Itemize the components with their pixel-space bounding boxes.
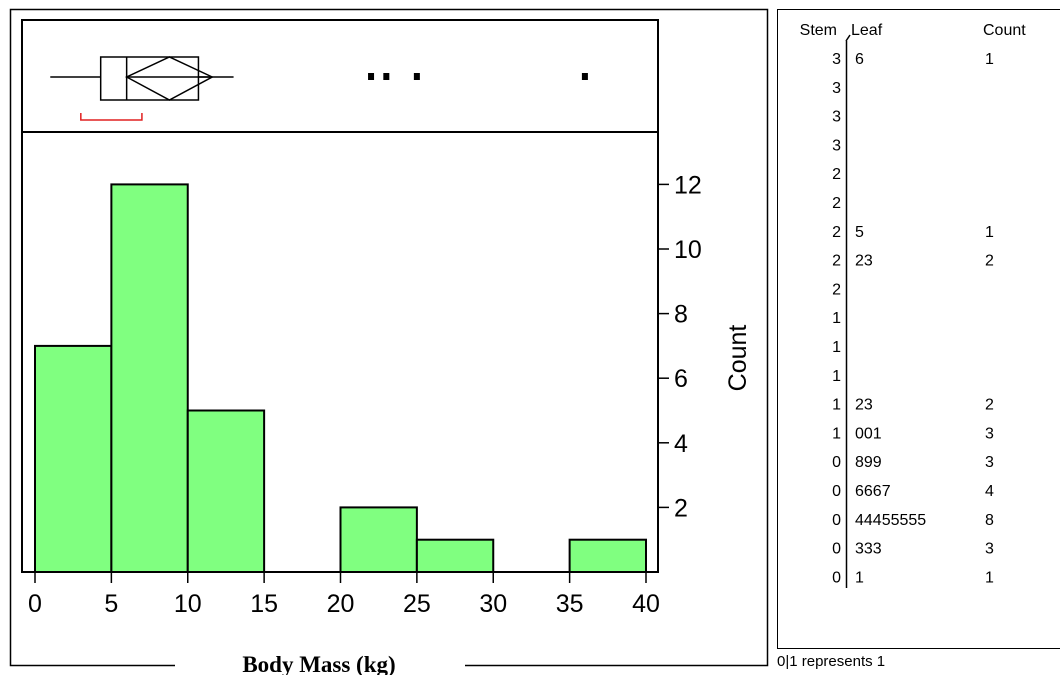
- stem-cell: 0: [832, 569, 841, 586]
- stem-cell: 1: [832, 425, 841, 442]
- stem-cell: 3: [832, 109, 841, 126]
- boxplot-outlier-25: [413, 73, 420, 80]
- stem-cell: 1: [832, 368, 841, 385]
- leaf-cell: 6667: [855, 483, 891, 500]
- y-tick-label-4: 4: [674, 430, 688, 458]
- x-axis-title-backdrop: [175, 652, 465, 675]
- stem-cell: 0: [832, 512, 841, 529]
- y-tick-label-12: 12: [674, 171, 702, 199]
- stem-cell: 1: [832, 339, 841, 356]
- leaf-cell: 1: [855, 569, 864, 586]
- stem-cell: 3: [832, 137, 841, 154]
- count-cell: 2: [985, 397, 994, 414]
- histogram-bar-5-10: [110, 183, 189, 573]
- x-tick-label-0: 0: [28, 590, 42, 618]
- leaf-cell: 333: [855, 541, 882, 558]
- stem-cell: 1: [832, 397, 841, 414]
- boxplot-outlier-36: [581, 73, 588, 80]
- histogram-bar-35-40: [568, 538, 647, 574]
- leaf-cell: 23: [855, 253, 873, 270]
- count-cell: 3: [985, 425, 994, 442]
- stem-cell: 2: [832, 166, 841, 183]
- x-tick-label-30: 30: [479, 590, 507, 618]
- count-cell: 3: [985, 541, 994, 558]
- boxplot-shortest-half-bracket: [80, 113, 143, 121]
- leaf-cell: 5: [855, 224, 864, 241]
- boxplot-outlier-22: [368, 73, 375, 80]
- leaf-cell: 899: [855, 454, 882, 471]
- stem-cell: 1: [832, 310, 841, 327]
- stem-cell: 3: [832, 51, 841, 68]
- bars-layer: [34, 183, 647, 574]
- x-tick-label-35: 35: [556, 590, 584, 618]
- x-axis-title: Body Mass (kg): [242, 652, 395, 675]
- leaf-cell: 001: [855, 425, 882, 442]
- leaf-cell: 6: [855, 51, 864, 68]
- count-header: Count: [983, 22, 1026, 39]
- leaf-cell: 44455555: [855, 512, 926, 529]
- stem-cell: 0: [832, 541, 841, 558]
- leaf-header: Leaf: [851, 22, 883, 39]
- x-tick-label-25: 25: [403, 590, 431, 618]
- stem-and-leaf-panel: Stem Leaf Count 3 6 1 3 3 3 2 2 2 5 1 2 23 2 2 1 1 1 1 23 2 1…: [777, 9, 1060, 649]
- stem-cell: 0: [832, 483, 841, 500]
- y-tick-label-2: 2: [674, 494, 688, 522]
- count-cell: 1: [985, 51, 994, 68]
- stem-cell: 0: [832, 454, 841, 471]
- histogram-bar-10-15: [186, 409, 266, 573]
- histogram-bar-25-30: [415, 538, 495, 574]
- stem-leaf-divider-tick: [845, 34, 851, 42]
- y-tick-label-10: 10: [674, 236, 702, 264]
- y-tick-label-6: 6: [674, 365, 688, 393]
- y-axis: 2 4 6 8 10 12: [658, 171, 702, 522]
- x-tick-label-10: 10: [174, 590, 202, 618]
- histogram-bar-20-25: [339, 506, 418, 573]
- stem-cell: 2: [832, 195, 841, 212]
- stem-cell: 2: [832, 224, 841, 241]
- boxplot-box: [99, 56, 200, 101]
- count-cell: 8: [985, 512, 994, 529]
- stem-header: Stem: [800, 22, 837, 39]
- stem-cell: 2: [832, 281, 841, 298]
- stem-leaf-footnote: 0|1 represents 1: [777, 653, 886, 670]
- leaf-cell: 23: [855, 397, 873, 414]
- x-tick-label-40: 40: [632, 590, 660, 618]
- x-axis: 0 5 10 15 20 25 30 35 40: [28, 572, 660, 618]
- x-tick-label-20: 20: [327, 590, 355, 618]
- count-cell: 2: [985, 253, 994, 270]
- boxplot: [50, 56, 588, 121]
- boxplot-outlier-23: [383, 73, 390, 80]
- boxplot-mean-diamond: [124, 56, 214, 101]
- y-tick-label-8: 8: [674, 301, 688, 329]
- x-tick-label-15: 15: [250, 590, 278, 618]
- stem-cell: 2: [832, 253, 841, 270]
- count-cell: 1: [985, 569, 994, 586]
- count-cell: 4: [985, 483, 994, 500]
- count-cell: 1: [985, 224, 994, 241]
- histogram-bar-0-5: [34, 344, 113, 573]
- stem-cell: 3: [832, 80, 841, 97]
- x-tick-label-5: 5: [104, 590, 118, 618]
- y-axis-title: Count: [724, 325, 752, 392]
- count-cell: 3: [985, 454, 994, 471]
